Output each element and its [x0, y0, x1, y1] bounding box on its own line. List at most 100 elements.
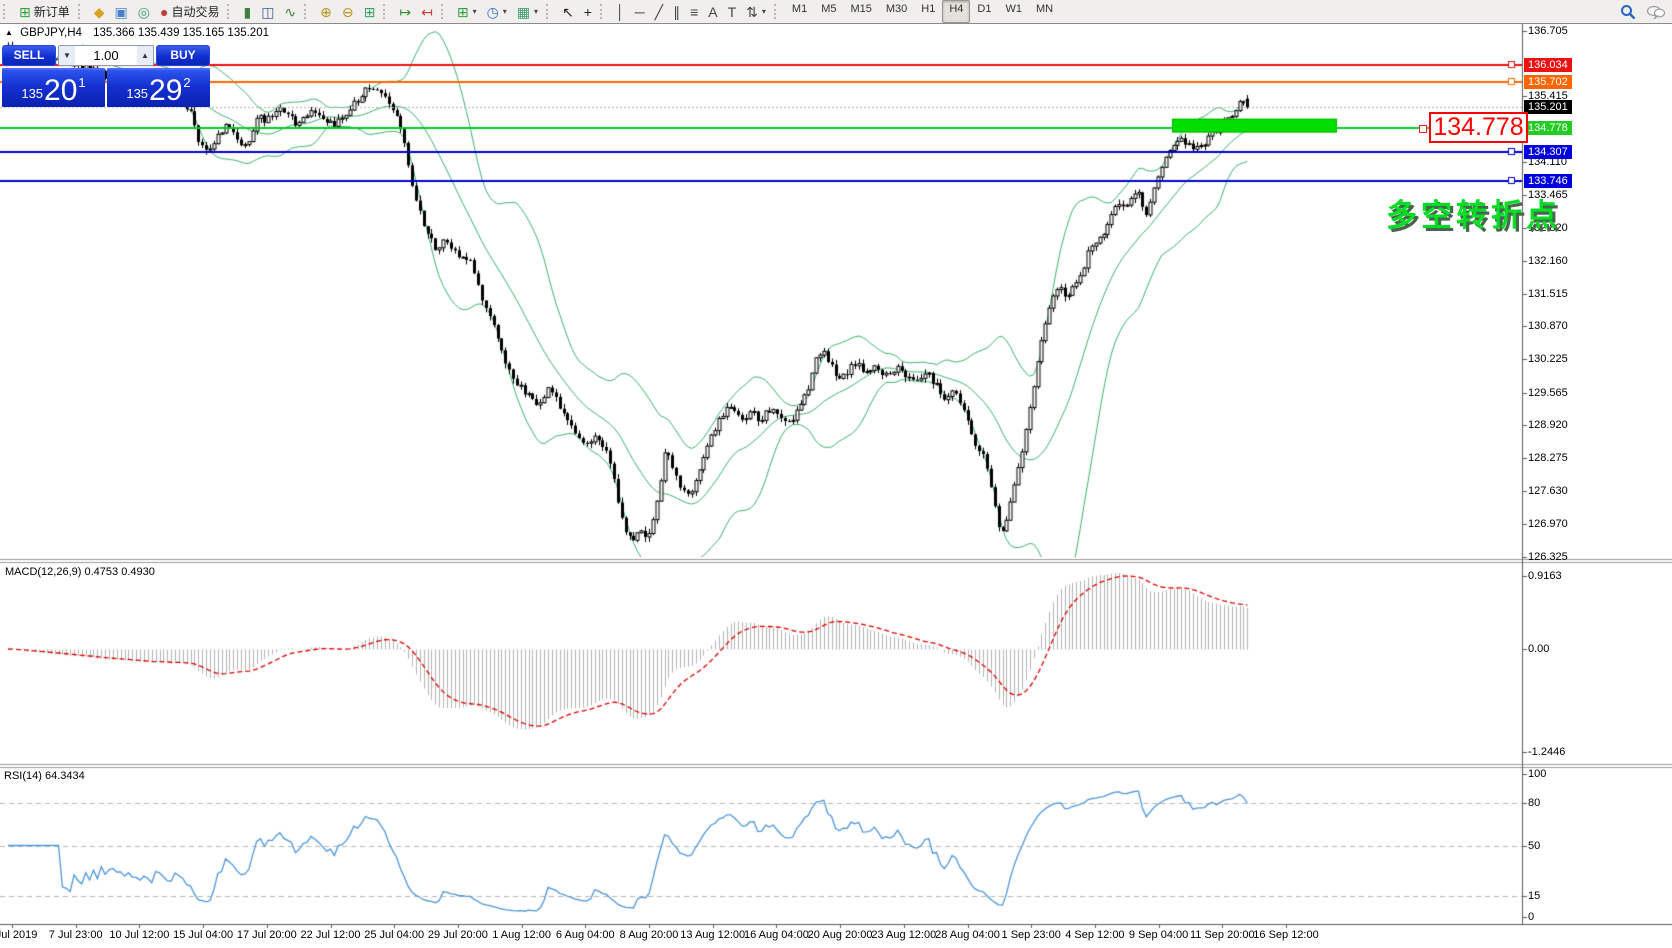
price-tick-label: 127.630 [1528, 484, 1568, 497]
rsi-tick-label: 0 [1528, 911, 1535, 923]
auto-scroll-icon[interactable]: ↦ [394, 0, 416, 23]
price-tag: 135.702 [1524, 74, 1572, 89]
toolbar-grip [773, 4, 780, 19]
time-tick-label: 16 Sep 12:00 [1253, 929, 1319, 941]
buy-price-prefix: 135 [126, 86, 149, 101]
signals-icon: ◎ [137, 3, 150, 20]
candlestick-chart-icon: ◫ [261, 3, 275, 20]
toolbar: ⊞ 新订单 ◆ ▣ ◎ ● 自动交易 ▮ ◫ ∿ ⊕ ⊖ ⊞ ↦ ↤ ⊞ ▾ ◷ ▾ ▦ ▾ ↖ + │ ─ ╱ ∥ ≡ A T ⇅ ▾ M1 M… [0, 0, 1672, 24]
vertical-line-icon: │ [615, 3, 625, 20]
line-chart-icon[interactable]: ∿ [279, 0, 301, 23]
macd-tick-label: -1.2446 [1528, 746, 1566, 758]
signals-icon[interactable]: ◎ [133, 0, 155, 23]
time-tick-label: 13 Aug 12:00 [680, 929, 746, 941]
fibonacci-icon[interactable]: ≡ [685, 0, 703, 23]
timeframe-w1[interactable]: W1 [1005, 3, 1022, 15]
price-tick-label: 126.970 [1528, 517, 1568, 530]
timeframe-m15[interactable]: M15 [850, 3, 872, 15]
rsi-value: 64.3434 [44, 770, 85, 782]
text-icon[interactable]: A [703, 0, 722, 23]
buy-button[interactable]: BUY [156, 45, 210, 66]
timeframe-m5[interactable]: M5 [821, 3, 837, 15]
price-tick-label: 130.870 [1528, 320, 1568, 333]
autotrading-button-label: 自动交易 [171, 5, 220, 19]
new-order-button[interactable]: ⊞ 新订单 [14, 0, 75, 23]
macd-label: MACD(12,26,9) 0.4753 0.4930 [5, 566, 155, 578]
price-tick-label: 126.325 [1528, 550, 1568, 563]
toolbar-buttons: ⊞ 新订单 ◆ ▣ ◎ ● 自动交易 ▮ ◫ ∿ ⊕ ⊖ ⊞ ↦ ↤ ⊞ ▾ ◷ ▾ ▦ ▾ ↖ + │ ─ ╱ ∥ ≡ A T ⇅ ▾ M1 M… [0, 0, 1060, 23]
arrows-button: ⇅ [746, 3, 758, 20]
equidistant-channel-icon[interactable]: ∥ [668, 0, 685, 23]
volume-decrease-button[interactable]: ▼ [59, 46, 75, 65]
toolbar-grip [3, 4, 9, 19]
macd-value: 0.4753 [84, 566, 119, 578]
toolbar-grip [383, 4, 389, 19]
chat-icon[interactable] [1646, 4, 1666, 20]
vertical-line-icon[interactable]: │ [611, 0, 630, 23]
price-annotation-box: 134.778 [1429, 112, 1528, 143]
time-tick-label: 23 Aug 12:00 [871, 929, 937, 941]
search-icon[interactable] [1620, 4, 1636, 20]
sell-button[interactable]: SELL [2, 45, 56, 66]
turning-point-annotation: 多空转折点 [1386, 198, 1561, 233]
new-order-button-label: 新订单 [33, 5, 70, 19]
crosshair-icon[interactable]: + [579, 0, 597, 23]
templates-button[interactable]: ▦ ▾ [512, 0, 543, 23]
arrows-button[interactable]: ⇅ ▾ [741, 0, 771, 23]
volume-input[interactable] [75, 46, 137, 65]
candlestick-chart-icon[interactable]: ◫ [256, 0, 279, 23]
horizontal-line-icon[interactable]: ─ [630, 0, 650, 23]
price-tick-label: 132.820 [1528, 221, 1568, 234]
time-tick-label: 9 Sep 04:00 [1128, 929, 1189, 941]
volume-control: ▼ ▲ [58, 45, 154, 66]
line-anchor-marker[interactable] [1419, 125, 1427, 133]
trendline-icon[interactable]: ╱ [650, 0, 668, 23]
market-watch-icon: ▣ [114, 3, 128, 20]
toolbar-grip [304, 4, 310, 19]
timeframe-m1[interactable]: M1 [791, 3, 808, 15]
new-chart-button[interactable]: ⊞ ▾ [452, 0, 482, 23]
metaeditor-icon: ◆ [93, 3, 105, 20]
timeframe-m30[interactable]: M30 [885, 3, 908, 15]
tile-windows-icon: ⊞ [363, 3, 376, 20]
zoom-out-icon[interactable]: ⊖ [337, 0, 359, 23]
toolbar-grip [77, 4, 84, 19]
timeframe-d1[interactable]: D1 [977, 3, 992, 15]
timeframe-h4[interactable]: H4 [942, 0, 971, 23]
chart-shift-icon[interactable]: ↤ [416, 0, 438, 23]
one-click-trading-panel: SELL ▼ ▲ BUY 135 20 1 135 29 2 [2, 45, 210, 107]
price-tick-label: 131.515 [1528, 287, 1568, 300]
collapse-arrow-icon[interactable]: ▲ [5, 28, 13, 37]
text-icon: A [708, 3, 718, 20]
autotrading-button[interactable]: ● 自动交易 [155, 0, 224, 23]
crosshair-icon: + [583, 3, 592, 20]
sell-price[interactable]: 135 20 1 [2, 68, 105, 107]
buy-price-big: 29 [149, 74, 183, 107]
zoom-in-icon[interactable]: ⊕ [315, 0, 337, 23]
text-label-icon[interactable]: T [723, 0, 742, 23]
timeframe-mn[interactable]: MN [1035, 3, 1054, 15]
time-tick-label: 8 Aug 20:00 [619, 929, 679, 941]
cursor-icon[interactable]: ↖ [557, 0, 579, 23]
metaeditor-icon[interactable]: ◆ [89, 0, 110, 23]
chevron-down-icon: ▾ [502, 7, 507, 16]
periods-button[interactable]: ◷ ▾ [482, 0, 512, 23]
sell-price-prefix: 135 [21, 86, 44, 101]
time-tick-label: 1 Aug 12:00 [492, 929, 551, 941]
chart-title: ▲ GBPJPY,H4 135.366 135.439 135.165 135.… [5, 27, 269, 39]
volume-increase-button[interactable]: ▲ [137, 46, 153, 65]
rsi-tick-label: 80 [1528, 796, 1541, 809]
buy-price[interactable]: 135 29 2 [107, 68, 210, 107]
tile-windows-icon[interactable]: ⊞ [359, 0, 381, 23]
toolbar-grip [599, 4, 606, 19]
symbol-period-label: GBPJPY,H4 [20, 27, 82, 39]
price-tick-label: 136.705 [1528, 24, 1568, 37]
timeframe-h1[interactable]: H1 [921, 3, 936, 15]
zoom-out-icon: ⊖ [341, 3, 354, 20]
time-tick-label: 17 Jul 20:00 [236, 929, 297, 941]
time-tick-label: 10 Jul 12:00 [109, 929, 170, 941]
time-tick-label: 16 Aug 04:00 [743, 929, 809, 941]
market-watch-icon[interactable]: ▣ [110, 0, 133, 23]
bar-chart-icon[interactable]: ▮ [238, 0, 256, 23]
